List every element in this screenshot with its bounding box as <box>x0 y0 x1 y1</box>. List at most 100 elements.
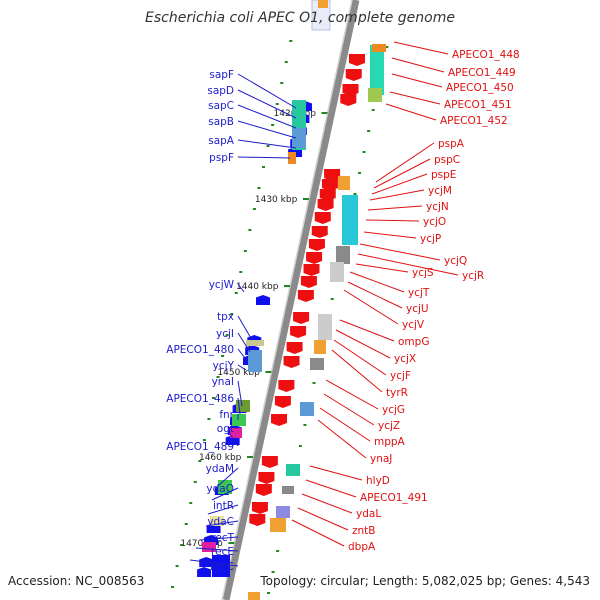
right-leader-line <box>391 57 445 73</box>
track-dash <box>257 187 261 189</box>
right-gene-label: pspE <box>431 169 456 181</box>
right-leader-line <box>375 142 435 183</box>
left-leader-line <box>237 332 251 353</box>
right-gene-label: APECO1_450 <box>446 82 514 94</box>
track-dash <box>303 424 307 426</box>
right-gene-label: ycjR <box>462 270 484 282</box>
reverse-feature-block <box>310 358 324 370</box>
right-leader-line <box>369 189 425 201</box>
track-dash <box>239 271 243 273</box>
reverse-gene-arrow <box>283 356 300 368</box>
right-leader-line <box>393 41 449 55</box>
left-leader-line <box>229 433 239 447</box>
track-dash <box>216 376 220 378</box>
left-gene-label: tpx <box>217 311 234 323</box>
left-leader-line <box>237 283 245 293</box>
left-gene-label: ycjY <box>213 360 235 372</box>
right-leader-line <box>335 329 391 359</box>
left-gene-label: APECO1_480 <box>166 344 234 356</box>
right-gene-label: pspA <box>438 138 465 150</box>
left-gene-label: racC <box>210 561 234 573</box>
track-dash <box>298 445 302 447</box>
right-gene-label: mppA <box>374 436 406 448</box>
left-leader-line <box>195 547 239 552</box>
right-gene-label: ycjP <box>420 233 441 245</box>
left-leader-line <box>237 315 253 341</box>
right-leader-line <box>343 289 399 325</box>
left-gene-label: ogt <box>217 423 234 435</box>
top-feature-orange <box>318 0 328 8</box>
reverse-feature-block <box>314 340 326 354</box>
topology-text: Topology: circular; Length: 5,082,025 bp… <box>260 574 590 588</box>
reverse-gene-arrow <box>317 199 334 211</box>
tick-label: 1460 kbp <box>199 453 242 463</box>
forward-feature-block <box>230 428 242 438</box>
reverse-gene-arrow <box>314 212 331 224</box>
track-dash <box>280 82 284 84</box>
reverse-gene-arrow <box>271 414 287 426</box>
reverse-feature-block <box>342 195 358 245</box>
reverse-feature-block <box>276 506 290 518</box>
left-gene-label: recE <box>211 546 234 558</box>
left-leader-line <box>237 156 291 159</box>
left-leader-line <box>237 73 297 109</box>
genome-backbone <box>222 0 360 600</box>
left-leader-line <box>189 559 239 567</box>
right-gene-label: ycjF <box>390 370 411 382</box>
right-gene-label: ycjZ <box>378 420 400 432</box>
right-leader-line <box>349 271 405 293</box>
left-gene-label: sapA <box>208 135 235 147</box>
track-dash <box>225 334 229 336</box>
left-gene-label: ydaO <box>206 483 234 495</box>
right-leader-line <box>331 349 383 393</box>
left-leader-line <box>237 348 249 363</box>
right-gene-label: pspC <box>434 154 460 166</box>
forward-gene-arrow <box>256 295 270 305</box>
forward-feature-block <box>212 555 230 577</box>
right-leader-line <box>297 507 349 531</box>
reverse-feature-block <box>248 592 260 600</box>
right-leader-line <box>365 219 420 222</box>
reverse-gene-arrow <box>345 69 362 81</box>
left-gene-label: ydaM <box>206 463 234 475</box>
left-leader-line <box>217 467 239 487</box>
forward-feature-block <box>210 516 224 526</box>
right-leader-line <box>333 339 387 376</box>
right-gene-label: APECO1_448 <box>452 49 520 61</box>
track-dash <box>252 208 256 210</box>
reverse-feature-block <box>318 314 332 340</box>
left-leader-line <box>237 364 247 371</box>
reverse-gene-arrow <box>342 84 359 96</box>
left-leader-line <box>199 536 239 541</box>
track-dash <box>289 40 293 42</box>
left-leader-line <box>237 89 297 119</box>
left-gene-label: APECO1_486 <box>166 393 234 405</box>
reverse-gene-arrow <box>293 312 310 324</box>
reverse-feature-block <box>368 88 382 102</box>
right-gene-label: ycjT <box>408 287 430 299</box>
track-dash <box>267 592 271 594</box>
genome-title: Escherichia coli APEC O1, complete genom… <box>145 10 455 26</box>
reverse-gene-arrow <box>258 472 275 484</box>
reverse-feature-block <box>330 262 344 282</box>
reverse-gene-arrow <box>251 502 268 514</box>
forward-feature-block <box>248 350 262 372</box>
reverse-gene-arrow <box>340 94 357 106</box>
left-leader-line <box>237 380 243 407</box>
track-dash <box>175 565 179 567</box>
right-gene-label: dbpA <box>348 541 376 553</box>
reverse-gene-arrow <box>274 396 291 408</box>
forward-feature-block <box>232 414 246 426</box>
reverse-gene-arrow <box>308 239 325 251</box>
right-gene-label: zntB <box>352 525 376 537</box>
track-dash <box>221 355 225 357</box>
left-gene-label: APECO1_489 <box>166 441 234 453</box>
right-gene-label: ycjV <box>402 319 425 331</box>
reverse-gene-arrow <box>321 179 338 191</box>
track-dash <box>189 502 193 504</box>
track-dash <box>367 130 371 132</box>
reverse-feature-block <box>282 486 294 494</box>
reverse-feature-block <box>338 176 350 190</box>
tick-label: 1450 kbp <box>217 368 260 378</box>
track-dash <box>284 61 288 63</box>
